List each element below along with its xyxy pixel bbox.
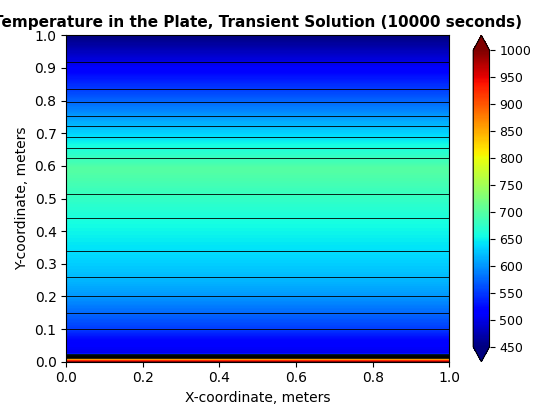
Title: Temperature in the Plate, Transient Solution (10000 seconds): Temperature in the Plate, Transient Solu… bbox=[0, 15, 522, 30]
PathPatch shape bbox=[473, 347, 489, 362]
Y-axis label: Y-coordinate, meters: Y-coordinate, meters bbox=[15, 127, 29, 270]
X-axis label: X-coordinate, meters: X-coordinate, meters bbox=[185, 391, 330, 405]
PathPatch shape bbox=[473, 35, 489, 50]
